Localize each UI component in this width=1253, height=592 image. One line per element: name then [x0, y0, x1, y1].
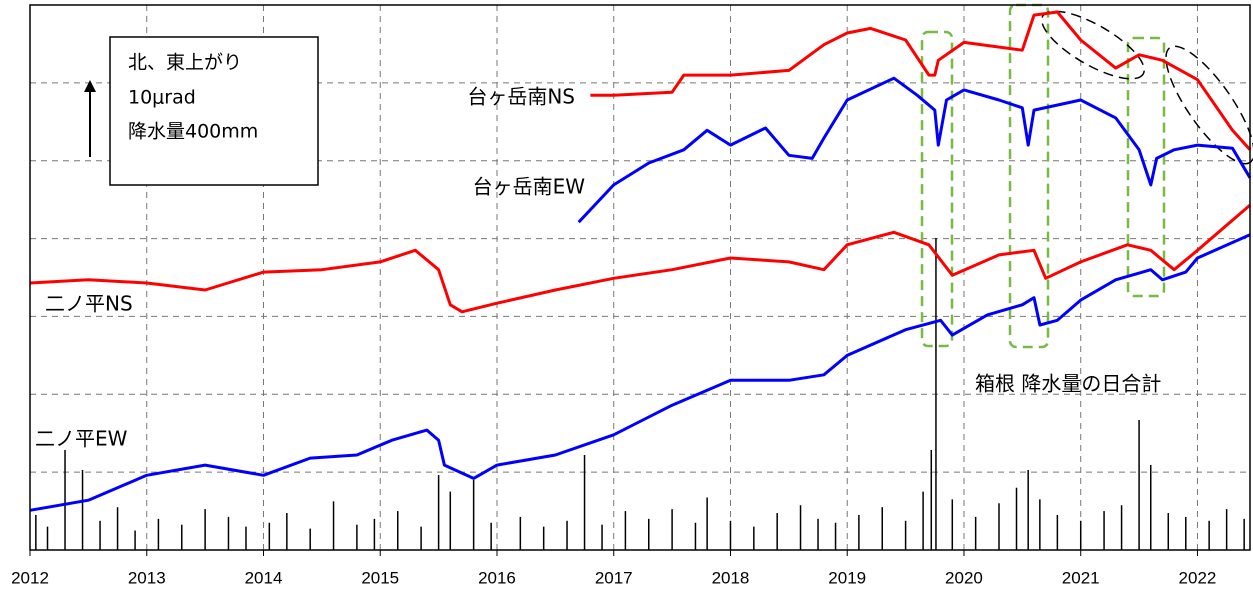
x-tick-label: 2021 [1062, 568, 1100, 587]
x-tick-label: 2013 [128, 568, 166, 587]
series-label: 台ヶ岳南NS [467, 85, 575, 109]
x-tick-label: 2012 [11, 568, 49, 587]
series-label: 二ノ平EW [35, 427, 128, 451]
x-tick-label: 2019 [828, 568, 866, 587]
series-line [29, 233, 1251, 512]
series-line [577, 76, 1252, 224]
highlight-ellipse [1041, 10, 1145, 80]
scale-frame [109, 36, 319, 186]
series-label: 台ヶ岳南EW [473, 175, 586, 199]
x-tick-label: 2022 [1179, 568, 1217, 587]
x-tick-label: 2017 [595, 568, 633, 587]
series-line [590, 10, 1252, 151]
series-line [29, 203, 1251, 314]
series-label: 二ノ平NS [45, 292, 133, 316]
annotation: 北、東上がり [128, 52, 242, 74]
scale-box: 北、東上がり 10μrad 降水量400mm [84, 36, 319, 186]
highlights [920, 3, 1253, 349]
annotation: 10μrad [128, 87, 196, 109]
plot-frame [29, 4, 1251, 551]
x-tick-label: 2014 [245, 568, 283, 587]
annotation: 降水量400mm [128, 121, 258, 143]
x-tick-label: 2018 [712, 568, 750, 587]
highlight-box [1008, 3, 1050, 349]
x-tick-label: 2016 [478, 568, 516, 587]
x-tick-label: 2020 [945, 568, 983, 587]
bar-label: 箱根 降水量の日合計 [975, 372, 1161, 396]
scale-arrowhead [84, 80, 96, 92]
highlight-box [920, 30, 954, 348]
x-tick-label: 2015 [361, 568, 399, 587]
